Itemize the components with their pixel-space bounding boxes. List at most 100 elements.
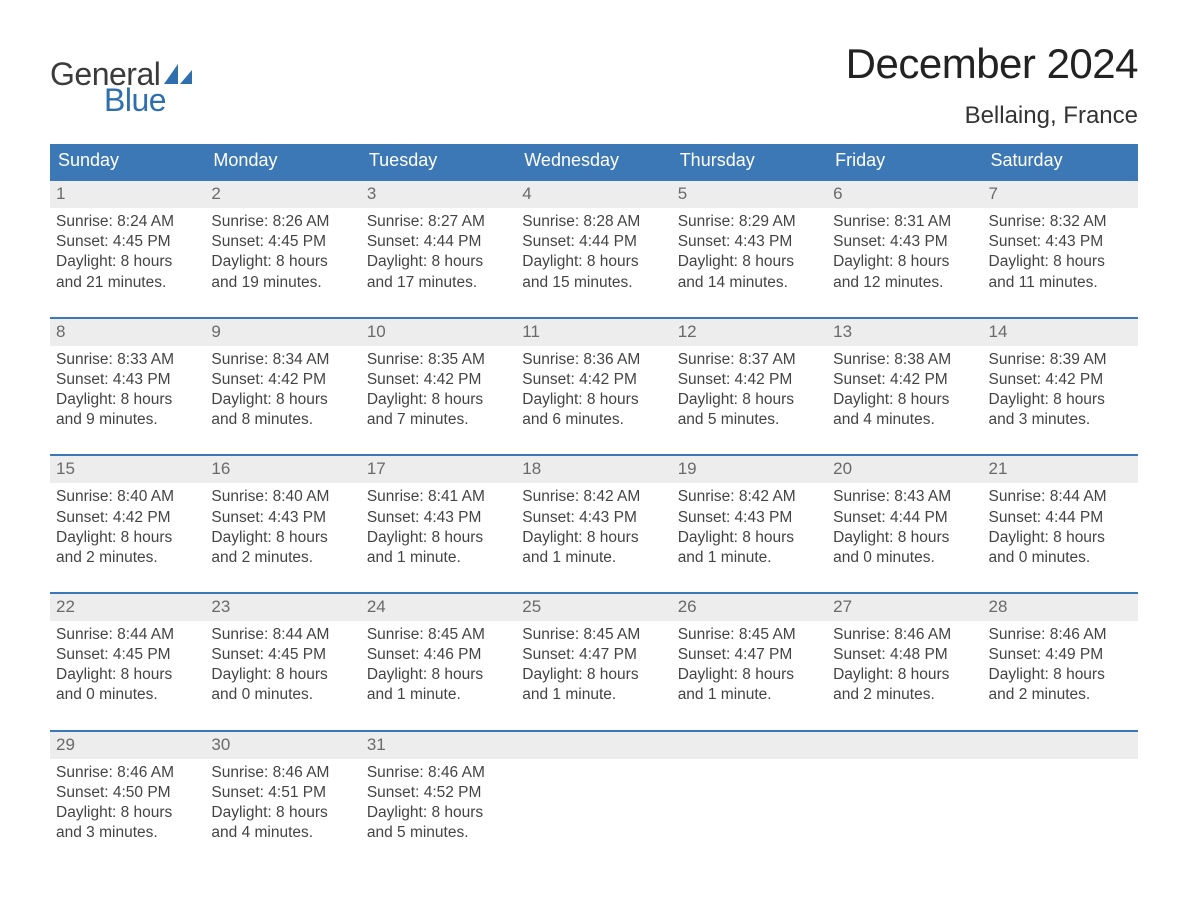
daylight-text: Daylight: 8 hours and 15 minutes. [522, 252, 665, 292]
day-cell: 17Sunrise: 8:41 AMSunset: 4:43 PMDayligh… [361, 456, 516, 570]
day-number: 16 [205, 456, 360, 483]
day-cell: 5Sunrise: 8:29 AMSunset: 4:43 PMDaylight… [672, 181, 827, 295]
sunset-text: Sunset: 4:44 PM [367, 232, 510, 252]
day-cell: 30Sunrise: 8:46 AMSunset: 4:51 PMDayligh… [205, 732, 360, 846]
weekday-wednesday: Wednesday [516, 144, 671, 179]
daylight-text: Daylight: 8 hours and 1 minute. [367, 528, 510, 568]
sunrise-text: Sunrise: 8:40 AM [56, 487, 199, 507]
day-cell: 20Sunrise: 8:43 AMSunset: 4:44 PMDayligh… [827, 456, 982, 570]
sunrise-text: Sunrise: 8:26 AM [211, 212, 354, 232]
sunrise-text: Sunrise: 8:45 AM [678, 625, 821, 645]
day-body: Sunrise: 8:46 AMSunset: 4:51 PMDaylight:… [205, 759, 360, 846]
weekday-tuesday: Tuesday [361, 144, 516, 179]
day-cell: 9Sunrise: 8:34 AMSunset: 4:42 PMDaylight… [205, 319, 360, 433]
daylight-text: Daylight: 8 hours and 3 minutes. [989, 390, 1132, 430]
day-body: Sunrise: 8:28 AMSunset: 4:44 PMDaylight:… [516, 208, 671, 295]
sunrise-text: Sunrise: 8:42 AM [522, 487, 665, 507]
sunset-text: Sunset: 4:47 PM [522, 645, 665, 665]
day-body: Sunrise: 8:24 AMSunset: 4:45 PMDaylight:… [50, 208, 205, 295]
sunrise-text: Sunrise: 8:42 AM [678, 487, 821, 507]
sunset-text: Sunset: 4:43 PM [367, 508, 510, 528]
sunrise-text: Sunrise: 8:46 AM [989, 625, 1132, 645]
day-body: Sunrise: 8:46 AMSunset: 4:52 PMDaylight:… [361, 759, 516, 846]
day-number: 6 [827, 181, 982, 208]
weekday-sunday: Sunday [50, 144, 205, 179]
day-number: 1 [50, 181, 205, 208]
sunset-text: Sunset: 4:51 PM [211, 783, 354, 803]
day-number: 11 [516, 319, 671, 346]
day-cell: 2Sunrise: 8:26 AMSunset: 4:45 PMDaylight… [205, 181, 360, 295]
daylight-text: Daylight: 8 hours and 6 minutes. [522, 390, 665, 430]
day-cell: 28Sunrise: 8:46 AMSunset: 4:49 PMDayligh… [983, 594, 1138, 708]
daylight-text: Daylight: 8 hours and 0 minutes. [211, 665, 354, 705]
day-cell: 26Sunrise: 8:45 AMSunset: 4:47 PMDayligh… [672, 594, 827, 708]
sunrise-text: Sunrise: 8:45 AM [367, 625, 510, 645]
day-body: Sunrise: 8:31 AMSunset: 4:43 PMDaylight:… [827, 208, 982, 295]
day-number [983, 732, 1138, 759]
day-body: Sunrise: 8:42 AMSunset: 4:43 PMDaylight:… [672, 483, 827, 570]
daylight-text: Daylight: 8 hours and 12 minutes. [833, 252, 976, 292]
day-body: Sunrise: 8:36 AMSunset: 4:42 PMDaylight:… [516, 346, 671, 433]
sunset-text: Sunset: 4:43 PM [522, 508, 665, 528]
daylight-text: Daylight: 8 hours and 0 minutes. [833, 528, 976, 568]
calendar-week: 22Sunrise: 8:44 AMSunset: 4:45 PMDayligh… [50, 592, 1138, 708]
day-body: Sunrise: 8:43 AMSunset: 4:44 PMDaylight:… [827, 483, 982, 570]
daylight-text: Daylight: 8 hours and 2 minutes. [833, 665, 976, 705]
day-number: 12 [672, 319, 827, 346]
sunrise-text: Sunrise: 8:37 AM [678, 350, 821, 370]
calendar-week: 8Sunrise: 8:33 AMSunset: 4:43 PMDaylight… [50, 317, 1138, 433]
day-cell: 4Sunrise: 8:28 AMSunset: 4:44 PMDaylight… [516, 181, 671, 295]
day-number: 31 [361, 732, 516, 759]
day-body: Sunrise: 8:44 AMSunset: 4:45 PMDaylight:… [50, 621, 205, 708]
day-number: 26 [672, 594, 827, 621]
sunrise-text: Sunrise: 8:38 AM [833, 350, 976, 370]
day-cell [827, 732, 982, 846]
day-cell: 12Sunrise: 8:37 AMSunset: 4:42 PMDayligh… [672, 319, 827, 433]
logo: General Blue [50, 58, 192, 116]
calendar-week: 29Sunrise: 8:46 AMSunset: 4:50 PMDayligh… [50, 730, 1138, 846]
day-body: Sunrise: 8:32 AMSunset: 4:43 PMDaylight:… [983, 208, 1138, 295]
day-body: Sunrise: 8:29 AMSunset: 4:43 PMDaylight:… [672, 208, 827, 295]
day-number: 7 [983, 181, 1138, 208]
sunset-text: Sunset: 4:43 PM [678, 508, 821, 528]
day-body: Sunrise: 8:46 AMSunset: 4:50 PMDaylight:… [50, 759, 205, 846]
sunset-text: Sunset: 4:44 PM [522, 232, 665, 252]
sunset-text: Sunset: 4:48 PM [833, 645, 976, 665]
day-cell: 16Sunrise: 8:40 AMSunset: 4:43 PMDayligh… [205, 456, 360, 570]
day-number: 19 [672, 456, 827, 483]
day-body: Sunrise: 8:38 AMSunset: 4:42 PMDaylight:… [827, 346, 982, 433]
day-cell: 7Sunrise: 8:32 AMSunset: 4:43 PMDaylight… [983, 181, 1138, 295]
location-label: Bellaing, France [846, 102, 1138, 130]
daylight-text: Daylight: 8 hours and 1 minute. [678, 528, 821, 568]
weekday-saturday: Saturday [983, 144, 1138, 179]
sunset-text: Sunset: 4:50 PM [56, 783, 199, 803]
day-body: Sunrise: 8:41 AMSunset: 4:43 PMDaylight:… [361, 483, 516, 570]
day-number: 17 [361, 456, 516, 483]
sunset-text: Sunset: 4:44 PM [833, 508, 976, 528]
day-body: Sunrise: 8:26 AMSunset: 4:45 PMDaylight:… [205, 208, 360, 295]
daylight-text: Daylight: 8 hours and 19 minutes. [211, 252, 354, 292]
day-cell: 25Sunrise: 8:45 AMSunset: 4:47 PMDayligh… [516, 594, 671, 708]
day-cell: 15Sunrise: 8:40 AMSunset: 4:42 PMDayligh… [50, 456, 205, 570]
day-number: 21 [983, 456, 1138, 483]
sunset-text: Sunset: 4:49 PM [989, 645, 1132, 665]
daylight-text: Daylight: 8 hours and 0 minutes. [56, 665, 199, 705]
day-body: Sunrise: 8:45 AMSunset: 4:47 PMDaylight:… [516, 621, 671, 708]
daylight-text: Daylight: 8 hours and 17 minutes. [367, 252, 510, 292]
day-cell: 19Sunrise: 8:42 AMSunset: 4:43 PMDayligh… [672, 456, 827, 570]
day-number: 8 [50, 319, 205, 346]
sunrise-text: Sunrise: 8:46 AM [211, 763, 354, 783]
day-number [516, 732, 671, 759]
sunset-text: Sunset: 4:45 PM [56, 232, 199, 252]
sunrise-text: Sunrise: 8:41 AM [367, 487, 510, 507]
day-number: 4 [516, 181, 671, 208]
day-body: Sunrise: 8:44 AMSunset: 4:44 PMDaylight:… [983, 483, 1138, 570]
day-number: 22 [50, 594, 205, 621]
day-number: 30 [205, 732, 360, 759]
day-body: Sunrise: 8:33 AMSunset: 4:43 PMDaylight:… [50, 346, 205, 433]
day-body: Sunrise: 8:37 AMSunset: 4:42 PMDaylight:… [672, 346, 827, 433]
sunset-text: Sunset: 4:42 PM [211, 370, 354, 390]
day-cell: 13Sunrise: 8:38 AMSunset: 4:42 PMDayligh… [827, 319, 982, 433]
calendar-week: 1Sunrise: 8:24 AMSunset: 4:45 PMDaylight… [50, 179, 1138, 295]
day-cell: 23Sunrise: 8:44 AMSunset: 4:45 PMDayligh… [205, 594, 360, 708]
